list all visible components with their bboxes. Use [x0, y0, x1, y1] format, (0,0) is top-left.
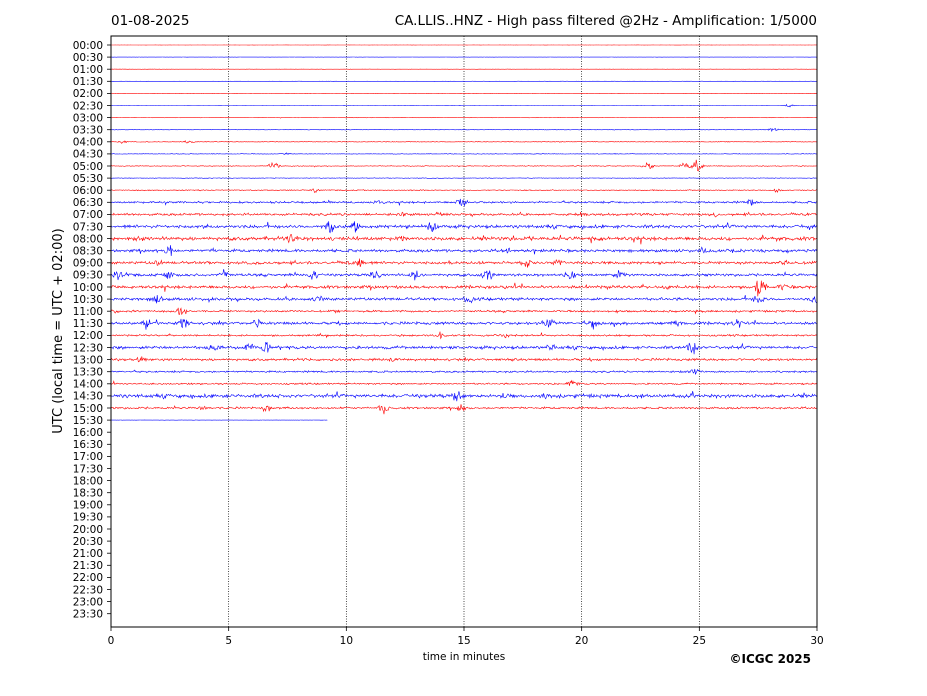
copyright-label: ©ICGC 2025 [729, 652, 811, 666]
y-tick-label-27: 13:30 [73, 367, 103, 379]
trace-0600 [110, 188, 817, 194]
y-tick-label-45: 22:30 [73, 584, 103, 596]
trace-0730 [110, 221, 817, 234]
y-tick-label-2: 01:00 [73, 64, 103, 76]
date-label: 01-08-2025 [111, 13, 189, 29]
trace-0500 [110, 159, 817, 172]
y-tick-label-15: 07:30 [73, 221, 103, 233]
x-tick-label-3: 15 [457, 635, 470, 647]
trace-0700 [110, 211, 817, 218]
y-tick-label-31: 15:30 [73, 415, 103, 427]
y-tick-label-1: 00:30 [73, 52, 103, 64]
trace-0930 [110, 269, 817, 281]
y-tick-label-29: 14:30 [73, 391, 103, 403]
y-tick-label-16: 08:00 [73, 233, 103, 245]
y-tick-label-42: 21:00 [73, 548, 103, 560]
trace-0630 [110, 198, 817, 207]
y-tick-label-43: 21:30 [73, 560, 103, 572]
plot-frame [110, 35, 818, 628]
trace-1100 [110, 307, 817, 315]
x-tick-label-6: 30 [810, 635, 823, 647]
y-tick-label-13: 06:30 [73, 197, 103, 209]
trace-0430 [110, 152, 817, 155]
y-tick-label-25: 12:30 [73, 342, 103, 354]
y-tick-label-33: 16:30 [73, 439, 103, 451]
trace-0330 [110, 128, 817, 133]
y-tick-label-5: 02:30 [73, 100, 103, 112]
y-tick-label-39: 19:30 [73, 512, 103, 524]
x-tick-label-2: 10 [340, 635, 353, 647]
y-tick-label-44: 22:00 [73, 572, 103, 584]
trace-1000 [110, 280, 817, 297]
y-tick-label-0: 00:00 [73, 40, 103, 52]
y-tick-label-41: 20:30 [73, 536, 103, 548]
trace-1030 [110, 294, 817, 304]
y-tick-label-24: 12:00 [73, 330, 103, 342]
y-tick-label-37: 18:30 [73, 488, 103, 500]
y-tick-label-6: 03:00 [73, 112, 103, 124]
y-tick-label-22: 11:00 [73, 306, 103, 318]
y-tick-label-9: 04:30 [73, 149, 103, 161]
y-tick-label-32: 16:00 [73, 427, 103, 439]
y-tick-label-17: 08:30 [73, 246, 103, 258]
y-tick-label-12: 06:00 [73, 185, 103, 197]
seismogram-traces [110, 44, 817, 421]
chart-title: CA.LLIS..HNZ - High pass filtered @2Hz -… [395, 13, 817, 29]
y-tick-label-30: 15:00 [73, 403, 103, 415]
y-tick-label-4: 02:00 [73, 88, 103, 100]
y-tick-label-38: 19:00 [73, 500, 103, 512]
y-tick-label-36: 18:00 [73, 475, 103, 487]
y-tick-label-11: 05:30 [73, 173, 103, 185]
trace-0530 [110, 177, 817, 179]
trace-0900 [110, 258, 817, 268]
x-axis-ticks: 0 5 10 15 20 25 30 [108, 627, 824, 647]
x-axis-label: time in minutes [423, 651, 505, 663]
y-tick-label-18: 09:00 [73, 258, 103, 270]
x-tick-label-5: 25 [693, 635, 706, 647]
x-tick-label-0: 0 [108, 635, 115, 647]
trace-1330 [110, 368, 817, 375]
y-tick-label-40: 20:00 [73, 524, 103, 536]
y-axis-ticks: 00:0000:3001:0001:3002:0002:3003:0003:30… [73, 40, 111, 621]
y-tick-label-34: 17:00 [73, 451, 103, 463]
y-tick-label-23: 11:30 [73, 318, 103, 330]
y-tick-label-3: 01:30 [73, 76, 103, 88]
y-tick-label-8: 04:00 [73, 137, 103, 149]
y-tick-label-28: 14:00 [73, 379, 103, 391]
y-tick-label-14: 07:00 [73, 209, 103, 221]
trace-1300 [110, 356, 817, 363]
trace-0300 [110, 117, 817, 119]
trace-0230 [110, 103, 817, 108]
trace-0800 [110, 234, 817, 245]
vertical-gridlines [228, 36, 700, 627]
y-tick-label-46: 23:00 [73, 596, 103, 608]
x-tick-label-4: 20 [575, 635, 588, 647]
trace-1130 [110, 318, 817, 330]
y-tick-label-47: 23:30 [73, 609, 103, 621]
y-tick-label-26: 13:00 [73, 354, 103, 366]
y-tick-label-20: 10:00 [73, 282, 103, 294]
y-tick-label-35: 17:30 [73, 463, 103, 475]
y-tick-label-7: 03:30 [73, 125, 103, 137]
trace-1430 [110, 390, 817, 402]
trace-0830 [110, 245, 817, 257]
y-axis-label: UTC (local time = UTC + 02:00) [51, 228, 66, 433]
y-tick-label-19: 09:30 [73, 270, 103, 282]
trace-1230 [110, 342, 817, 355]
y-tick-label-21: 10:30 [73, 294, 103, 306]
y-tick-label-10: 05:00 [73, 161, 103, 173]
trace-1400 [110, 379, 817, 387]
trace-0400 [111, 140, 817, 144]
trace-1200 [110, 331, 817, 340]
trace-1500 [110, 404, 817, 415]
x-tick-label-1: 5 [225, 635, 232, 647]
